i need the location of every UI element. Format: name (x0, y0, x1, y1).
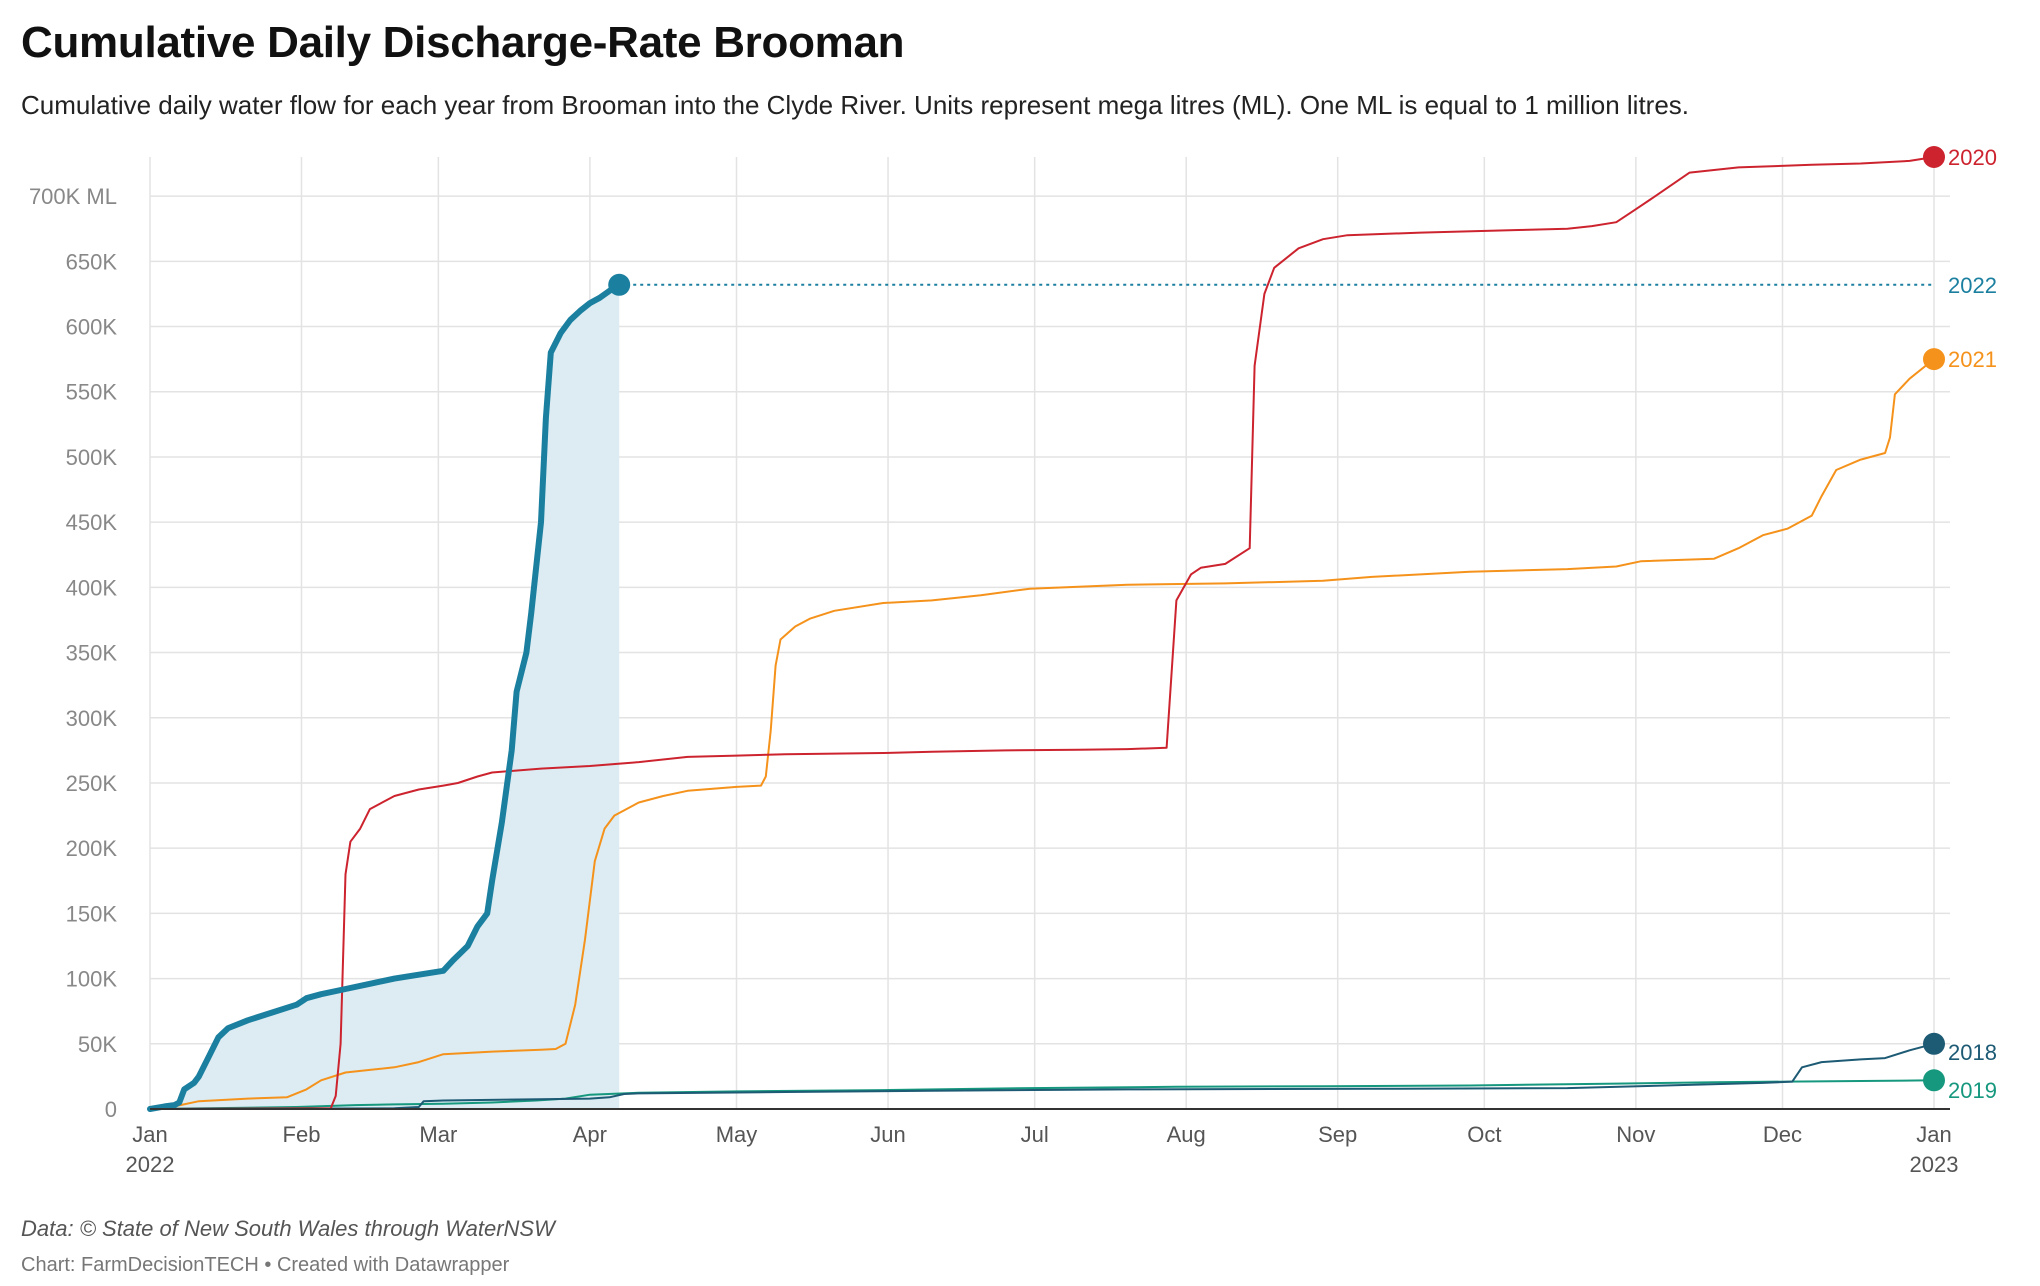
x-tick-label: Aug (1167, 1122, 1206, 1147)
y-tick-label: 650K (66, 249, 118, 274)
series-2020-line (149, 156, 1935, 1110)
tick-labels: 0 50K 100K 150K 200K 250K 300K 350K 400K 450K 500K… (29, 184, 1959, 1177)
series-2022-area (150, 284, 620, 1109)
series-2018-end-dot (1923, 1032, 1945, 1055)
x-tick-label: Oct (1467, 1122, 1501, 1147)
series-end-markers: 2019 2018 2021 2020 2022 (608, 145, 1997, 1103)
x-tick-label: Jan (1916, 1122, 1951, 1147)
series-2022-line (147, 281, 623, 1112)
y-tick-label: 150K (66, 901, 118, 926)
y-tick-label: 50K (78, 1032, 117, 1057)
y-tick-label: 400K (66, 575, 118, 600)
data-source: Data: © State of New South Wales through… (21, 1216, 555, 1241)
chart-grid (149, 157, 1950, 1109)
x-tick-label: Mar (419, 1122, 457, 1147)
series-2020-end-label: 2020 (1948, 145, 1997, 170)
y-tick-label: 600K (66, 315, 118, 340)
x-tick-label: Jul (1021, 1122, 1049, 1147)
chart-title: Cumulative Daily Discharge-Rate Brooman (21, 18, 905, 67)
y-tick-label: 0 (105, 1097, 117, 1122)
y-tick-label: 350K (66, 641, 118, 666)
x-tick-label: Sep (1318, 1122, 1357, 1147)
line-chart: 0 50K 100K 150K 200K 250K 300K 350K 400K 450K 500K… (29, 145, 1997, 1177)
series-2021-end-label: 2021 (1948, 347, 1997, 372)
series-2018-line (149, 1042, 1935, 1110)
series-2022-end-dot (608, 273, 631, 296)
x-tick-label: Apr (573, 1122, 607, 1147)
series-2020-end-dot (1923, 146, 1945, 168)
y-tick-label: 200K (66, 836, 118, 861)
y-tick-label: 550K (66, 380, 118, 405)
y-tick-label: 700K ML (29, 184, 117, 209)
series-lines (147, 156, 1935, 1112)
y-tick-label: 450K (66, 510, 118, 535)
x-tick-sublabel: 2023 (1910, 1152, 1959, 1177)
x-tick-label: May (716, 1122, 758, 1147)
series-2021-end-dot (1923, 348, 1945, 371)
x-tick-label: Feb (283, 1122, 321, 1147)
y-tick-label: 100K (66, 967, 118, 992)
series-2019-end-label: 2019 (1948, 1078, 1997, 1103)
series-2019-end-dot (1923, 1069, 1945, 1092)
chart-subtitle: Cumulative daily water flow for each yea… (21, 90, 1690, 120)
series-2018-end-label: 2018 (1948, 1040, 1997, 1065)
area-fill-layer (150, 284, 620, 1109)
y-tick-label: 300K (66, 706, 118, 731)
series-2021-line (149, 358, 1935, 1110)
x-tick-label: Jun (870, 1122, 905, 1147)
y-tick-label: 250K (66, 771, 118, 796)
series-2019-line (149, 1079, 1935, 1110)
series-2022-end-label: 2022 (1948, 273, 1997, 298)
x-tick-label: Nov (1616, 1122, 1655, 1147)
x-tick-label: Dec (1763, 1122, 1802, 1147)
chart-credit: Chart: FarmDecisionTECH • Created with D… (21, 1254, 510, 1276)
x-tick-label: Jan (132, 1122, 167, 1147)
y-tick-label: 500K (66, 445, 118, 470)
x-tick-sublabel: 2022 (126, 1152, 175, 1177)
